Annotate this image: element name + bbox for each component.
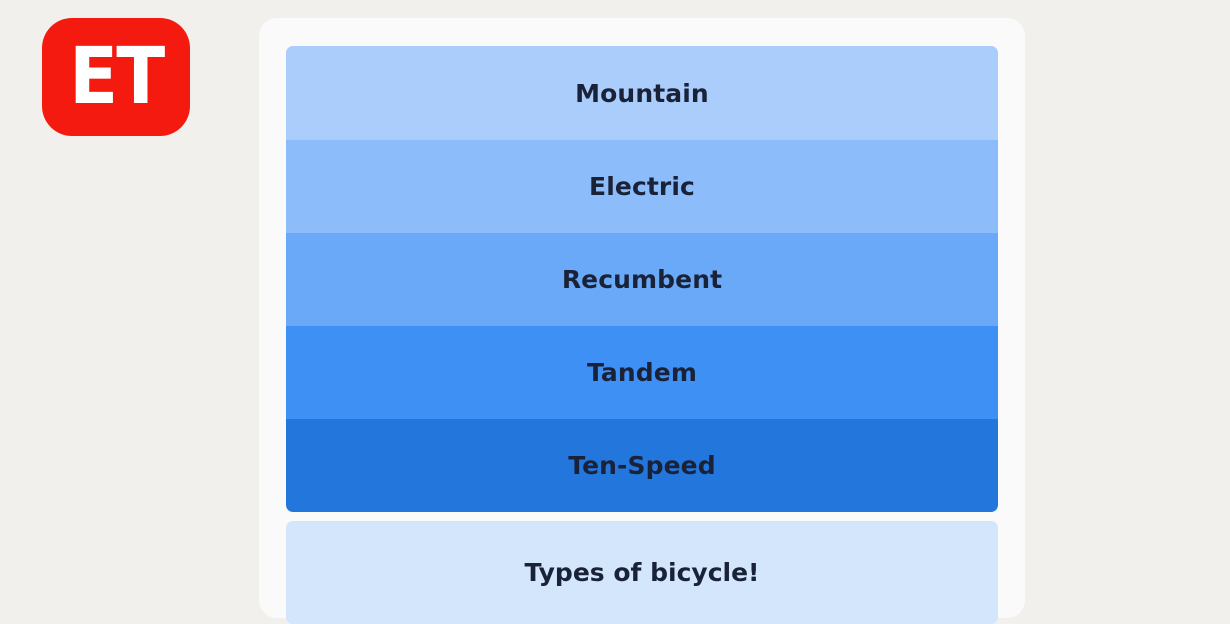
funnel-chart: Mountain Electric Recumbent Tandem Ten-S… <box>286 46 998 624</box>
et-logo-text: ET <box>68 32 165 122</box>
funnel-band-electric[interactable]: Electric <box>286 140 998 233</box>
chart-card: Mountain Electric Recumbent Tandem Ten-S… <box>259 18 1025 624</box>
funnel-band-mountain[interactable]: Mountain <box>286 46 998 140</box>
funnel-band-gap <box>286 512 998 521</box>
funnel-total-band[interactable]: Types of bicycle! <box>286 521 998 624</box>
funnel-band-ten-speed[interactable]: Ten-Speed <box>286 419 998 512</box>
et-logo: ET <box>42 18 190 136</box>
funnel-band-recumbent[interactable]: Recumbent <box>286 233 998 326</box>
funnel-band-tandem[interactable]: Tandem <box>286 326 998 419</box>
